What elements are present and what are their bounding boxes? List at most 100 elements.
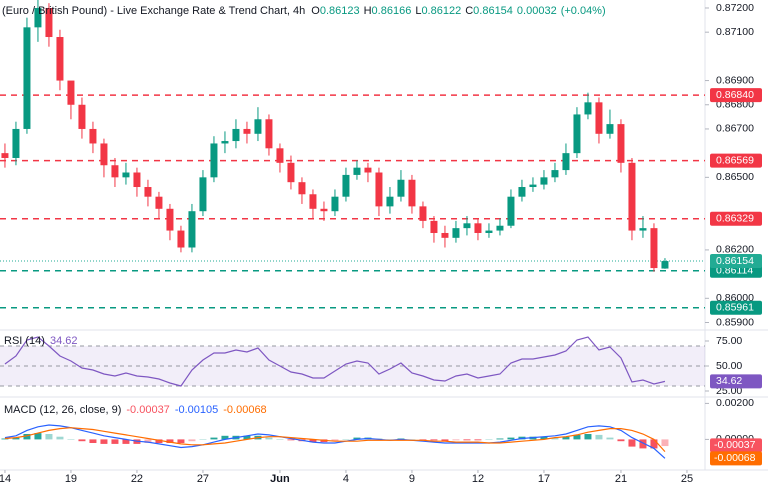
histogram-bar [628, 439, 636, 447]
histogram-bar [408, 439, 416, 440]
macd-value: -0.00105 [175, 404, 218, 416]
candle-body [342, 174, 350, 197]
histogram-bar [111, 439, 119, 444]
candle-body [210, 143, 218, 178]
level-label: 0.85961 [716, 302, 754, 314]
histogram-bar [155, 439, 163, 443]
candle-body [34, 7, 42, 28]
candle-body [419, 206, 427, 221]
candle-body [474, 223, 482, 233]
candle-body [353, 167, 361, 175]
candle-body [199, 177, 207, 212]
candle-body [639, 228, 647, 231]
candle-body [507, 196, 515, 226]
histogram-bar [507, 437, 515, 440]
y-tick-label: 0.86500 [716, 171, 754, 183]
histogram-bar [342, 439, 350, 440]
y-tick-label: 0.87100 [716, 26, 754, 38]
macd-value-box [710, 451, 762, 466]
candle-body [177, 230, 185, 248]
last-price-label: 0.86154 [716, 255, 754, 267]
histogram-bar [551, 437, 559, 440]
candle-body [540, 177, 548, 185]
histogram-bar [430, 439, 438, 441]
candle-body [166, 208, 174, 231]
change-value: 0.00032 [517, 5, 557, 17]
histogram-bar [276, 439, 284, 440]
x-tick-label: 27 [197, 473, 209, 485]
candle-body [452, 228, 460, 238]
histogram-bar [67, 439, 75, 440]
histogram-bar [45, 434, 53, 440]
x-tick-label: 25 [681, 473, 693, 485]
candle-body [320, 208, 328, 212]
histogram-bar [606, 437, 614, 440]
candle-body [364, 167, 372, 173]
candle-body [1, 153, 9, 158]
candle-body [375, 172, 383, 207]
rsi-value: 34.62 [50, 335, 78, 347]
histogram-bar [265, 437, 273, 440]
candle-body [551, 170, 559, 178]
histogram-bar [210, 437, 218, 440]
y-tick-label: 0.00200 [716, 397, 754, 409]
y-tick-label: 50.00 [716, 360, 742, 372]
open-label: O [311, 5, 320, 17]
candle-body [221, 141, 229, 144]
candle-body [265, 119, 273, 149]
candle-body [386, 196, 394, 207]
histogram-bar [331, 439, 339, 442]
candle-body [298, 182, 306, 195]
x-tick-label: 14 [0, 473, 11, 485]
candle-body [562, 153, 570, 171]
histogram-bar [595, 434, 603, 440]
rsi-value-box [710, 374, 762, 389]
candle-body [595, 102, 603, 134]
histogram-bar [562, 436, 570, 440]
histogram-bar [386, 439, 394, 440]
x-tick-label: 9 [409, 473, 415, 485]
x-tick-label: Jun [270, 473, 290, 485]
candle-body [529, 184, 537, 188]
candle-body [111, 165, 119, 178]
candle-body [133, 172, 141, 188]
open-value: 0.86123 [320, 5, 360, 17]
macd-value-box [710, 438, 762, 453]
candle-body [276, 148, 284, 163]
level-label: 0.86569 [716, 154, 754, 166]
candle-body [45, 7, 53, 38]
x-tick-label: 22 [131, 473, 143, 485]
x-tick-label: 4 [343, 473, 349, 485]
rsi-value-label: 34.62 [716, 375, 742, 387]
rsi-title: RSI (14) [4, 335, 45, 347]
candle-body [397, 179, 405, 197]
candle-body [650, 228, 658, 269]
candle-body [441, 232, 449, 238]
x-tick-label: 19 [65, 473, 77, 485]
histogram-bar [89, 439, 97, 443]
histogram-bar [650, 439, 658, 449]
last-price-box [710, 254, 762, 269]
macd-value-label: -0.00037 [714, 439, 756, 451]
histogram-bar [144, 439, 152, 443]
histogram-bar [452, 439, 460, 441]
candle-body [287, 162, 295, 183]
candle-body [573, 114, 581, 154]
candle-body [100, 143, 108, 166]
x-tick-label: 21 [615, 473, 627, 485]
histogram-bar [243, 435, 251, 440]
candle-body [463, 223, 471, 229]
level-label: 0.86840 [716, 89, 754, 101]
histogram-bar [584, 434, 592, 440]
x-tick-label: 17 [538, 473, 550, 485]
candle-body [243, 128, 251, 134]
histogram-bar [199, 439, 207, 440]
histogram-bar [34, 433, 42, 440]
candle-body [144, 187, 152, 197]
macd-hist-value: -0.00037 [126, 404, 169, 416]
level-label: 0.86329 [716, 212, 754, 224]
histogram-bar [474, 439, 482, 441]
x-tick-label: 12 [472, 473, 484, 485]
